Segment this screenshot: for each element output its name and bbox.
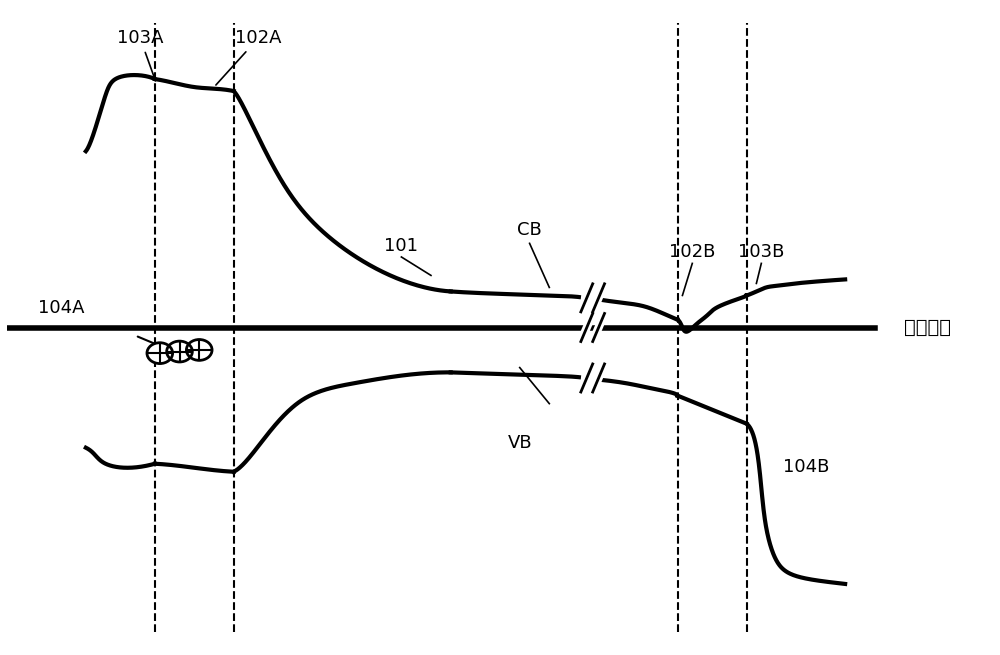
Circle shape (147, 343, 173, 364)
Text: CB: CB (517, 221, 542, 239)
Text: VB: VB (507, 434, 532, 452)
Circle shape (186, 339, 212, 360)
Text: 101: 101 (384, 237, 418, 255)
Text: 费米能级: 费米能级 (904, 318, 951, 337)
Text: 104B: 104B (783, 458, 829, 476)
Text: 102B: 102B (669, 243, 715, 261)
Text: 104A: 104A (38, 299, 84, 317)
Text: 103A: 103A (117, 29, 163, 77)
Text: 102A: 102A (216, 29, 282, 85)
Circle shape (167, 341, 192, 362)
Text: 103B: 103B (738, 243, 785, 261)
